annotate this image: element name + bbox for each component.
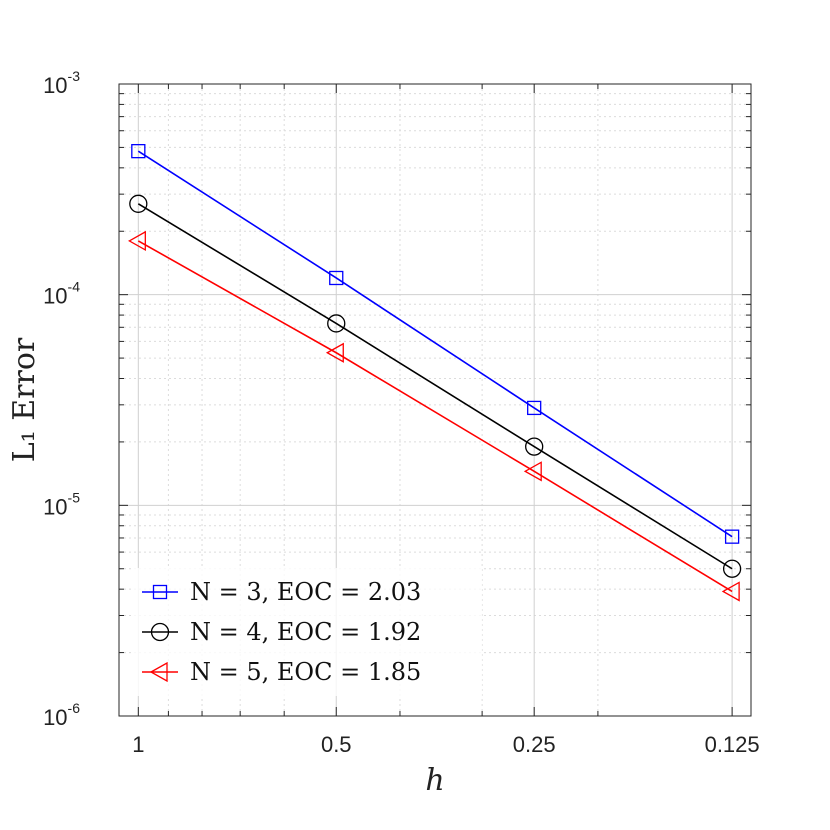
data-point-square xyxy=(724,529,740,544)
legend-label: N = 3, EOC = 2.03 xyxy=(190,578,421,606)
y-tick-label: 10-3 xyxy=(43,68,80,98)
data-point-triangle xyxy=(127,230,146,252)
x-axis-label: h xyxy=(425,763,444,798)
data-point-circle xyxy=(525,437,544,456)
series-5 xyxy=(127,230,740,602)
series-3 xyxy=(131,144,740,544)
data-point-circle xyxy=(327,314,346,333)
legend-item: N = 5, EOC = 1.85 xyxy=(142,658,421,686)
data-point-triangle xyxy=(721,581,740,602)
y-axis-label: L₁ Error xyxy=(7,337,42,462)
legend-box xyxy=(132,568,482,696)
data-point-triangle xyxy=(523,461,542,482)
data-point-square xyxy=(329,270,344,286)
data-point-square xyxy=(131,144,146,159)
legend: N = 3, EOC = 2.03 N = 4, EOC = 1.92 N = 5,… xyxy=(132,568,482,696)
x-tick-label: 0.25 xyxy=(513,732,556,757)
data-point-square xyxy=(152,584,168,600)
x-tick-label: 0.5 xyxy=(321,732,352,757)
series-layer xyxy=(127,144,742,602)
x-tick-label: 0.125 xyxy=(705,732,760,757)
x-tick-labels: 1 0.5 0.25 0.125 xyxy=(132,732,759,757)
y-tick-base: 10 xyxy=(43,284,67,309)
y-tick-label: 10-4 xyxy=(43,279,80,309)
data-point-square xyxy=(527,400,542,416)
y-tick-label: 10-5 xyxy=(43,489,80,519)
series-line xyxy=(137,240,733,593)
data-point-circle xyxy=(150,622,170,642)
y-tick-base: 10 xyxy=(43,73,67,98)
legend-label: N = 4, EOC = 1.92 xyxy=(190,618,421,646)
plot-frame xyxy=(118,83,752,717)
legend-label: N = 5, EOC = 1.85 xyxy=(190,658,421,686)
data-point-circle xyxy=(129,194,148,213)
y-tick-label: 10-6 xyxy=(43,700,80,730)
y-tick-exponent: -3 xyxy=(68,68,81,84)
x-tick-label: 1 xyxy=(132,732,144,757)
axis-ticks xyxy=(119,83,751,717)
series-line xyxy=(137,150,733,538)
series-line xyxy=(137,203,733,570)
y-tick-base: 10 xyxy=(43,705,67,730)
y-tick-exponent: -5 xyxy=(68,489,81,505)
series-4 xyxy=(129,194,742,578)
y-tick-exponent: -6 xyxy=(68,700,81,716)
data-point-circle xyxy=(722,559,742,578)
legend-item: N = 4, EOC = 1.92 xyxy=(142,618,421,646)
y-tick-labels: 10-310-410-510-6 xyxy=(43,68,80,730)
y-tick-exponent: -4 xyxy=(68,279,81,295)
data-point-triangle xyxy=(149,661,168,683)
data-point-triangle xyxy=(325,342,344,363)
y-tick-base: 10 xyxy=(43,494,67,519)
legend-item: N = 3, EOC = 2.03 xyxy=(142,578,421,606)
